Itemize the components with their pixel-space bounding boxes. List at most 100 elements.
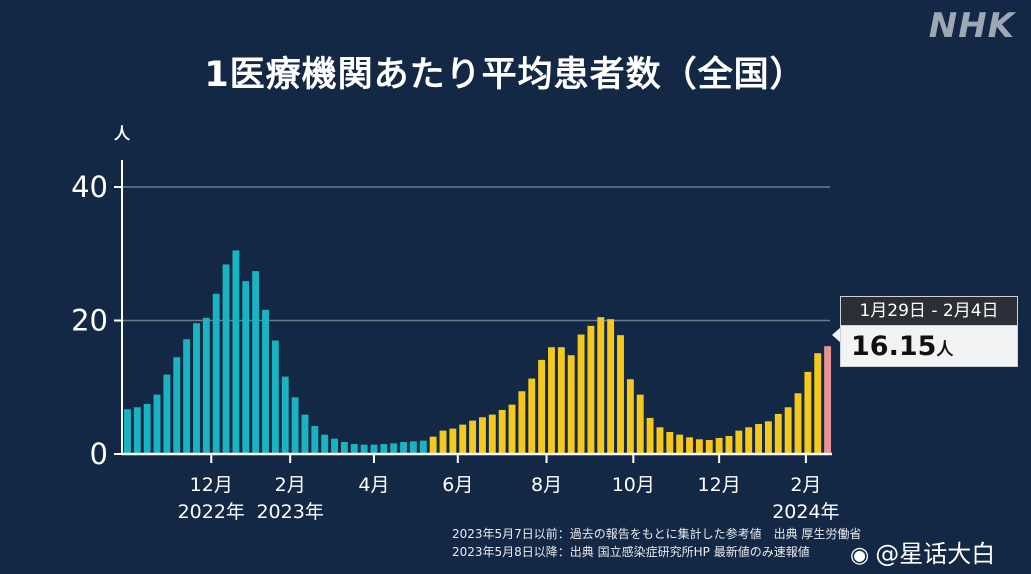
bar-61 [725, 435, 733, 454]
bar-57 [686, 437, 693, 454]
x-tick-label-5: 10月 [612, 474, 655, 496]
bar-44 [557, 347, 565, 454]
bar-18 [301, 414, 309, 454]
bar-39 [508, 404, 516, 454]
bar-67 [784, 407, 792, 454]
year-label-0: 2022年 [178, 501, 245, 523]
bar-53 [646, 417, 654, 454]
bar-1 [133, 407, 141, 454]
bar-69 [804, 371, 812, 454]
bar-63 [745, 427, 753, 454]
bar-7 [193, 323, 200, 454]
bar-35 [469, 420, 477, 455]
bar-41 [528, 378, 536, 454]
latest-value-callout: 1月29日 - 2月4日 16.15人 [840, 296, 1018, 367]
bar-40 [518, 391, 526, 454]
bar-12 [242, 281, 250, 454]
bar-11 [232, 250, 240, 454]
y-tick-label-40: 40 [71, 170, 108, 204]
bar-51 [626, 379, 634, 454]
bar-6 [183, 339, 191, 454]
source-note-1: 2023年5月7日以前：過去の報告をもとに集計した参考値 出典 厚生労働省 [452, 527, 862, 541]
bar-36 [479, 417, 486, 454]
x-tick-label-4: 8月 [531, 474, 562, 496]
bar-43 [548, 347, 555, 454]
bar-23 [350, 443, 358, 454]
bar-30 [419, 440, 427, 454]
callout-value: 16.15 [851, 331, 937, 362]
bar-28 [400, 441, 408, 454]
bar-31 [429, 436, 437, 454]
bar-13 [252, 271, 260, 454]
bar-29 [409, 441, 417, 454]
bar-0 [124, 409, 131, 454]
weibo-icon: ◉ [850, 543, 870, 568]
y-tick-label-20: 20 [71, 304, 108, 338]
bar-68 [794, 393, 802, 454]
bar-19 [311, 425, 319, 454]
bar-25 [370, 444, 378, 454]
bar-56 [676, 434, 684, 454]
bar-58 [695, 439, 703, 454]
bar-52 [636, 394, 644, 454]
watermark-text: @星话大白 [875, 540, 996, 568]
bar-15 [271, 340, 279, 454]
bar-5 [173, 357, 181, 454]
bar-62 [735, 430, 743, 454]
year-label-2: 2024年 [772, 501, 839, 523]
callout-period: 1月29日 - 2月4日 [840, 296, 1018, 326]
bar-50 [617, 335, 624, 454]
x-tick-label-1: 2月 [275, 474, 306, 496]
bar-54 [656, 427, 664, 454]
bar-16 [281, 376, 289, 454]
source-note-2: 2023年5月8日以降：出典 国立感染症研究所HP 最新値のみ速報値 [452, 545, 810, 559]
y-tick-label-0: 0 [90, 437, 108, 471]
bar-21 [331, 438, 338, 454]
bar-70 [814, 353, 822, 454]
bar-37 [488, 414, 496, 454]
bar-20 [321, 434, 329, 454]
bar-27 [390, 443, 398, 454]
bar-3 [153, 394, 161, 454]
bar-64 [755, 423, 763, 454]
bar-14 [262, 309, 269, 454]
bar-26 [380, 443, 388, 454]
watermark: ◉ @星话大白 [850, 534, 995, 569]
bar-9 [212, 293, 220, 454]
bar-4 [163, 374, 171, 454]
bar-59 [705, 439, 713, 454]
y-axis-unit: 人 [114, 124, 131, 143]
nhk-logo: NHK [928, 6, 1015, 46]
year-label-1: 2023年 [256, 501, 323, 523]
bar-22 [340, 441, 348, 454]
chart-title: 1医療機関あたり平均患者数（全国） [204, 55, 806, 95]
bar-42 [538, 359, 546, 454]
x-tick-label-3: 6月 [442, 474, 473, 496]
x-tick-label-2: 4月 [358, 474, 389, 496]
bar-8 [202, 317, 210, 454]
axis-labels: 0 20 40 12月 2月 4月 6月 8月 10月 12月 2月 2022年 2023年 2024年 [71, 170, 839, 523]
bar-55 [666, 431, 674, 454]
bar-66 [774, 413, 782, 454]
bar-32 [439, 430, 447, 454]
bars [124, 250, 832, 455]
callout-pointer [832, 327, 841, 343]
x-tick-label-0: 12月 [190, 474, 233, 496]
bar-65 [764, 421, 772, 454]
bar-24 [360, 444, 368, 454]
bar-45 [567, 355, 575, 454]
bar-2 [143, 403, 151, 454]
bar-49 [607, 319, 615, 454]
bar-48 [597, 317, 605, 454]
grid-lines [122, 186, 830, 322]
x-tick-label-6: 12月 [698, 474, 741, 496]
x-tick-label-7: 2月 [790, 474, 821, 496]
bar-17 [291, 397, 299, 454]
bar-34 [459, 424, 467, 454]
bar-33 [449, 428, 457, 454]
bar-38 [498, 409, 506, 454]
bar-10 [222, 264, 230, 454]
bar-71 [824, 346, 832, 454]
callout-body: 16.15人 [840, 326, 1018, 367]
